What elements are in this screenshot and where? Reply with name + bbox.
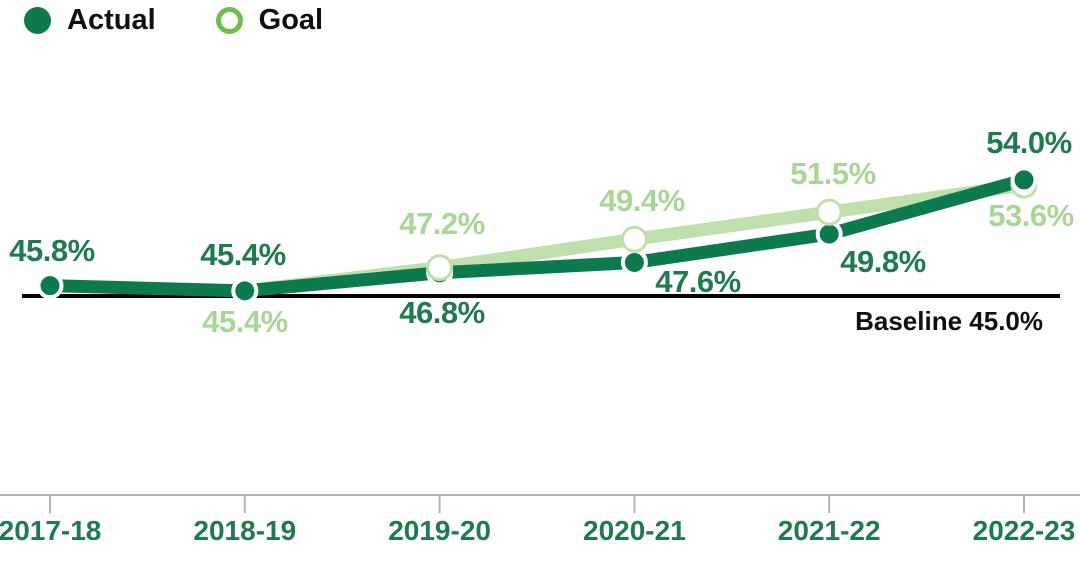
legend-label-goal: Goal xyxy=(258,4,324,36)
actual-data-point xyxy=(1010,166,1038,194)
legend-item-goal: Goal xyxy=(215,4,324,36)
baseline-label: Baseline 45.0% xyxy=(855,306,1043,336)
goal-data-point xyxy=(815,198,843,226)
actual-data-point xyxy=(36,272,64,300)
actual-data-point xyxy=(231,277,259,305)
actual-data-point xyxy=(620,248,648,276)
actual-series-dot-icon xyxy=(24,6,51,34)
actual-line xyxy=(43,173,1031,298)
legend-label-actual: Actual xyxy=(67,4,156,36)
goal-data-point xyxy=(426,254,454,282)
goal-series-ring-icon xyxy=(215,6,243,34)
legend: Actual Goal xyxy=(24,5,323,35)
legend-item-actual: Actual xyxy=(24,5,156,35)
goal-data-point xyxy=(620,225,648,253)
actual-data-point xyxy=(815,220,843,248)
